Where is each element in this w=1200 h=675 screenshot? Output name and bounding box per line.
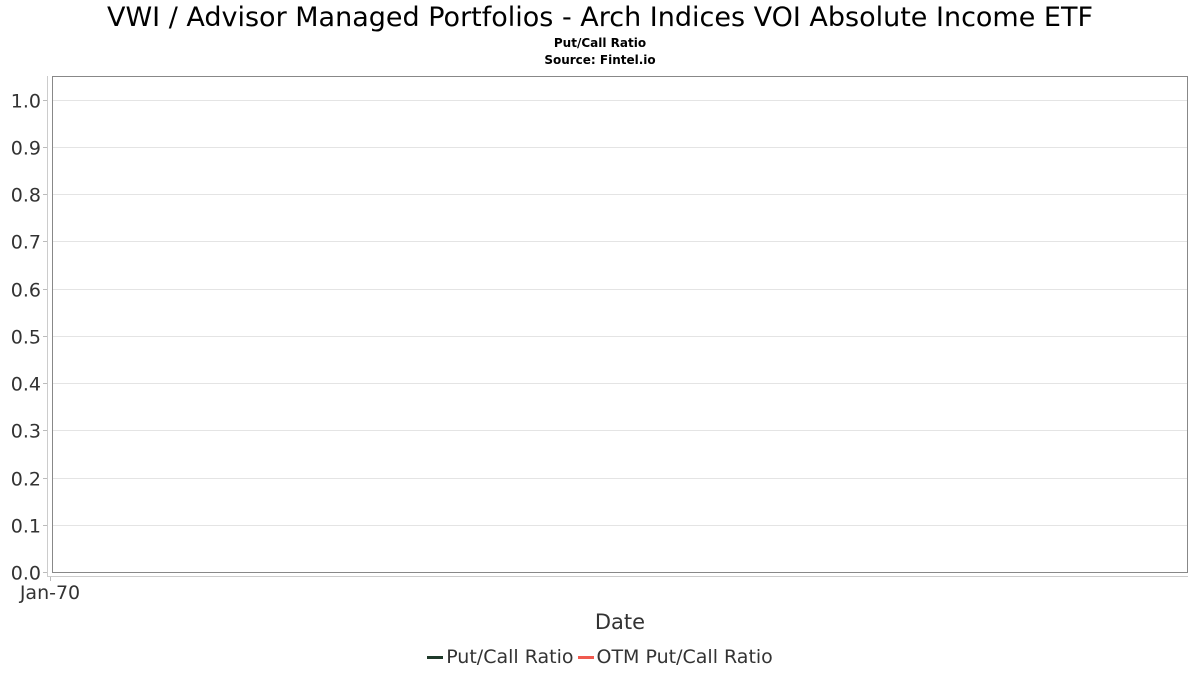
x-axis-ticks: Jan-70 xyxy=(19,577,80,604)
y-tick-label: 0.4 xyxy=(11,374,41,396)
x-tick-label: Jan-70 xyxy=(19,582,80,604)
legend-label-otm-put-call-ratio: OTM Put/Call Ratio xyxy=(596,646,773,668)
grid-lines xyxy=(53,100,1187,526)
chart-title: VWI / Advisor Managed Portfolios - Arch … xyxy=(106,2,1094,33)
legend-item-put-call-ratio: Put/Call Ratio xyxy=(427,646,574,668)
y-tick-label: 0.1 xyxy=(11,516,41,538)
y-tick-label: 0.0 xyxy=(11,563,41,585)
plot-area xyxy=(52,76,1188,573)
legend-item-otm-put-call-ratio: OTM Put/Call Ratio xyxy=(577,646,773,668)
chart-legend: Put/Call Ratio OTM Put/Call Ratio xyxy=(0,646,1200,668)
y-tick-label: 0.9 xyxy=(11,138,41,160)
y-tick-label: 0.3 xyxy=(11,421,41,443)
chart-source: Source: Fintel.io xyxy=(544,53,656,67)
y-axis-ticks: 0.0 0.1 0.2 0.3 0.4 0.5 0.6 0.7 0.8 0.9 1.0 xyxy=(11,91,47,585)
x-axis-label: Date xyxy=(595,610,645,634)
legend-swatch-put-call-ratio xyxy=(427,655,444,659)
y-tick-label: 0.5 xyxy=(11,327,41,349)
legend-swatch-otm-put-call-ratio xyxy=(577,655,594,659)
y-tick-label: 0.6 xyxy=(11,280,41,302)
y-tick-label: 0.2 xyxy=(11,469,41,491)
y-tick-label: 1.0 xyxy=(11,91,41,113)
chart-subtitle: Put/Call Ratio xyxy=(553,36,647,50)
y-tick-label: 0.8 xyxy=(11,185,41,207)
y-tick-label: 0.7 xyxy=(11,232,41,254)
legend-label-put-call-ratio: Put/Call Ratio xyxy=(446,646,574,668)
